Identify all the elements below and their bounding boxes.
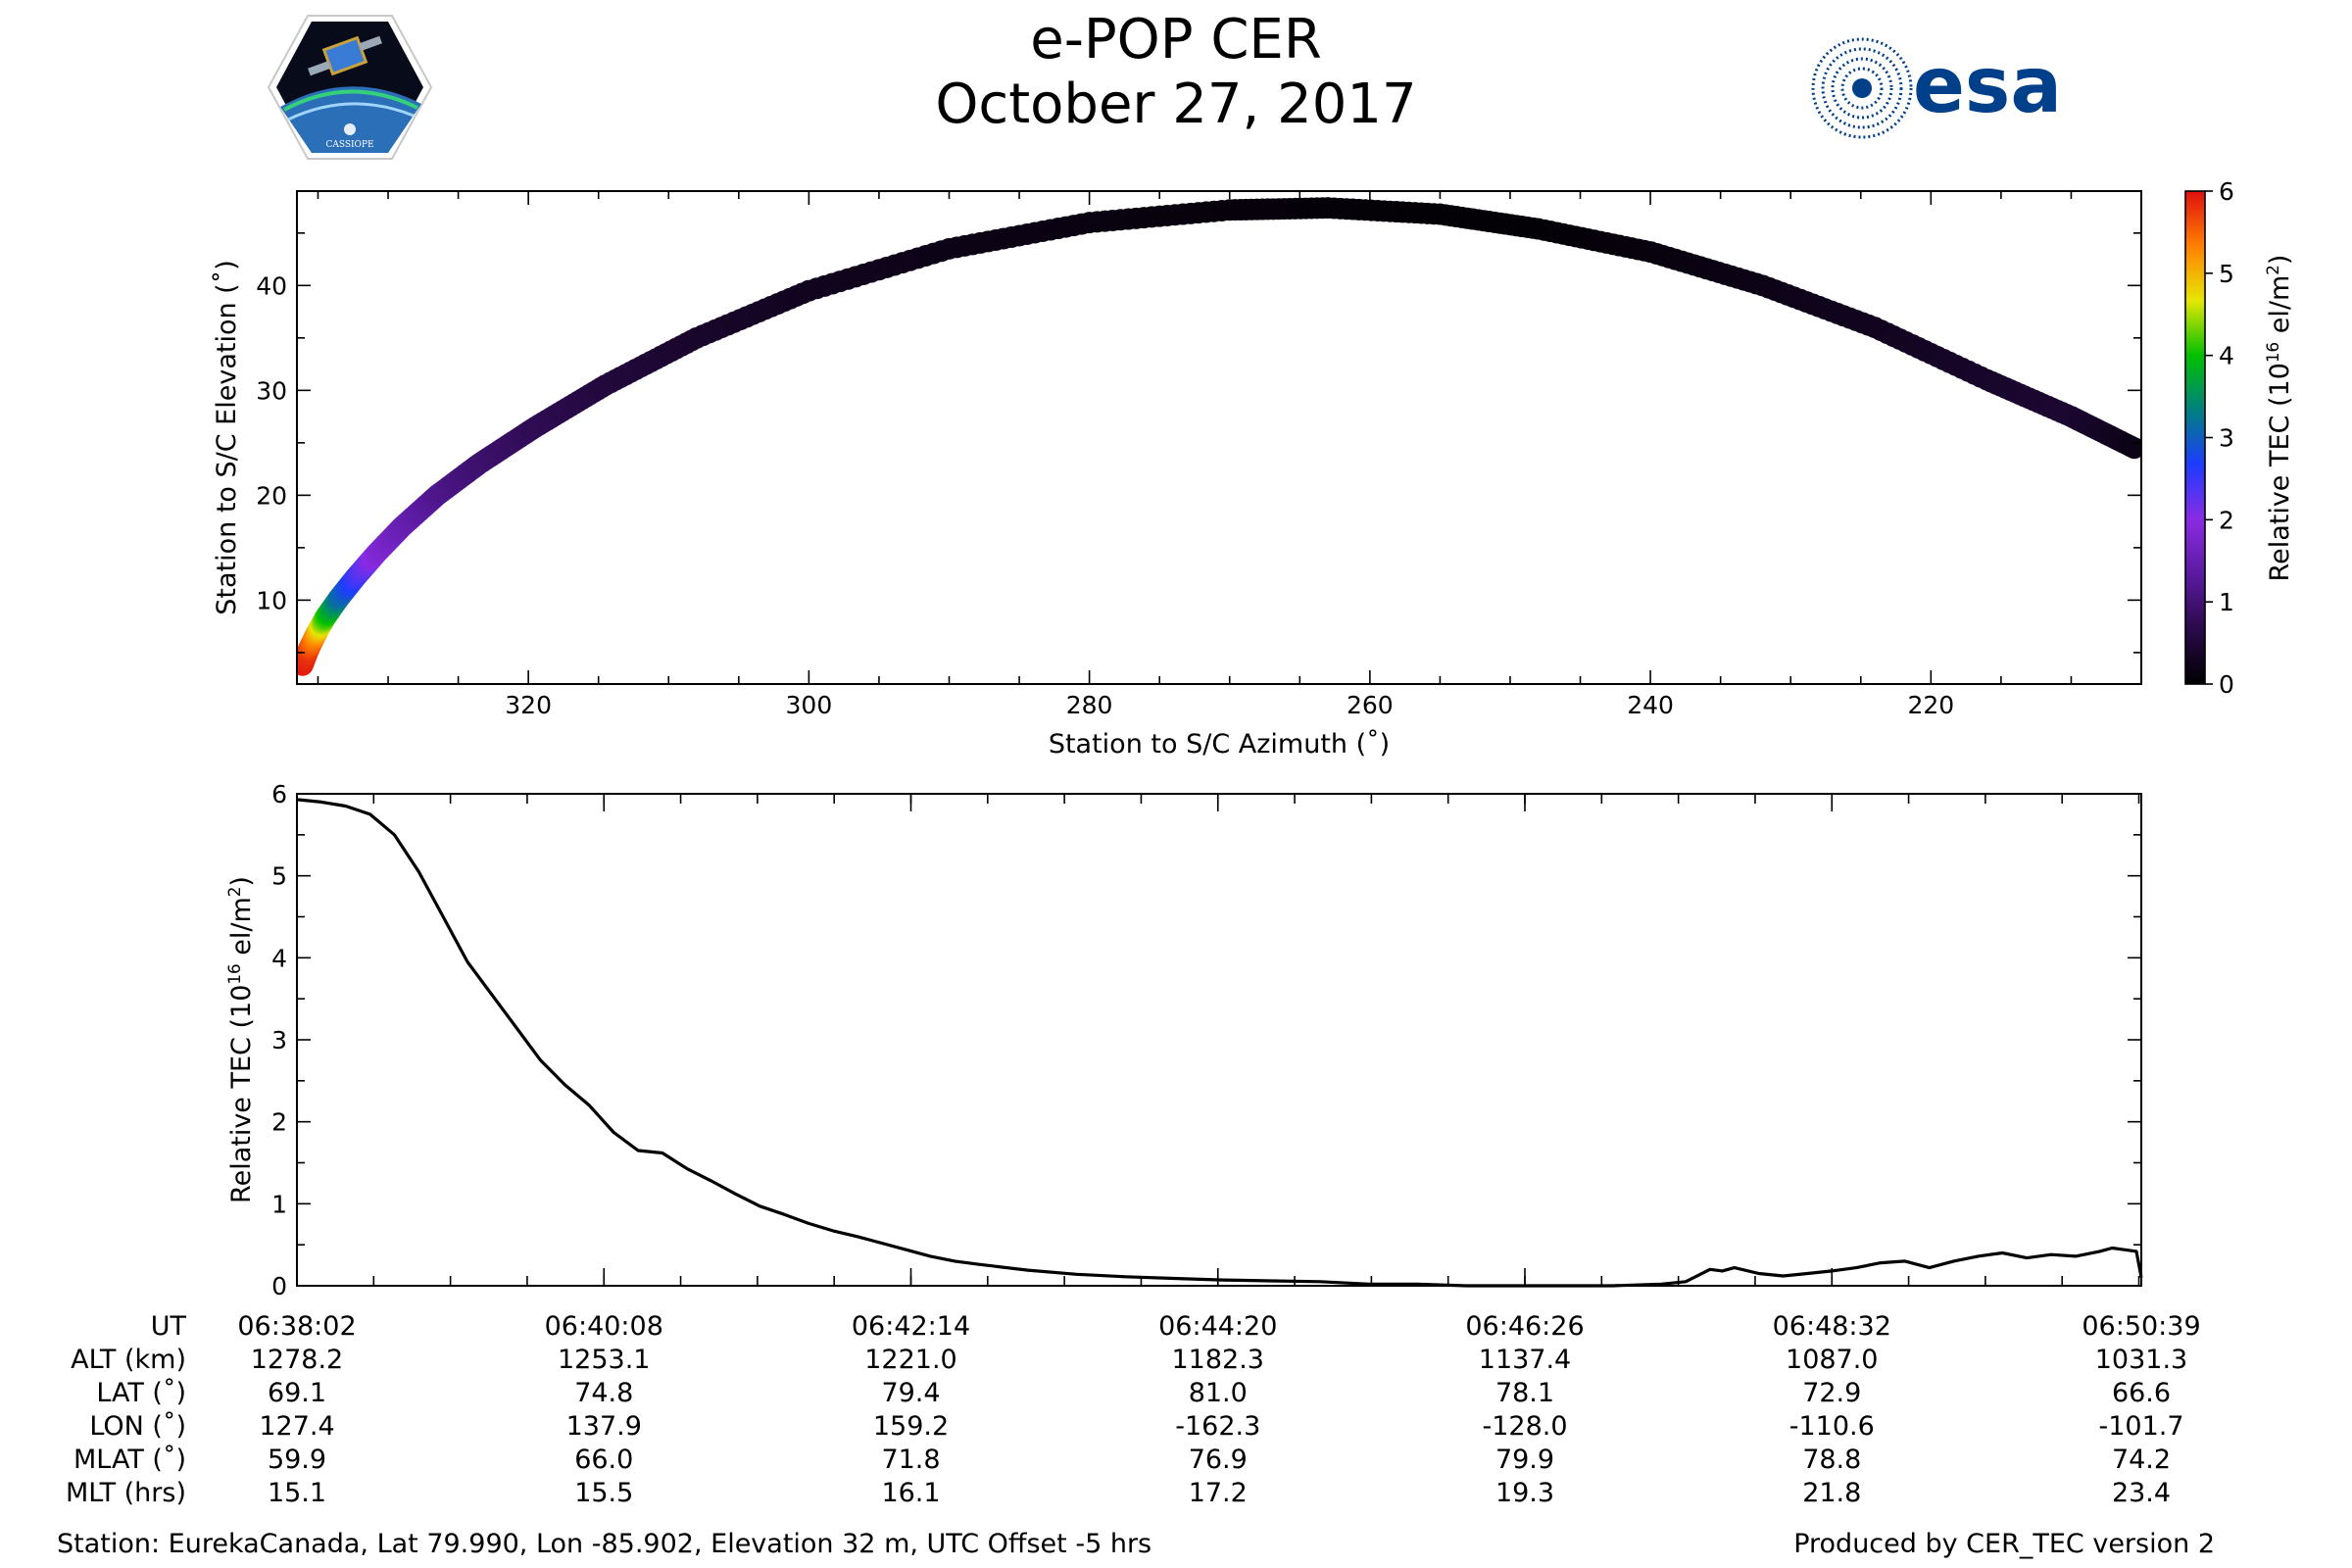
y-tick-label: 40	[256, 271, 287, 300]
y-tick-label: 1	[271, 1190, 287, 1218]
table-row-label: MLT (hrs)	[66, 1478, 186, 1508]
table-cell: 1137.4	[1479, 1345, 1571, 1375]
colorbar-tick-label: 1	[2219, 588, 2234, 616]
table-cell: 74.2	[2112, 1445, 2171, 1475]
cassiope-logo-text: CASSIOPE	[325, 140, 373, 150]
table-cell: 1031.3	[2095, 1345, 2187, 1375]
table-cell: 127.4	[259, 1411, 334, 1442]
table-row-label: ALT (km)	[71, 1345, 186, 1375]
table-cell: 21.8	[1802, 1478, 1861, 1508]
bottom-plot-frame	[296, 793, 2142, 1287]
table-cell: 159.2	[873, 1411, 949, 1442]
table-cell: 06:40:08	[545, 1311, 663, 1342]
cassiope-mission-logo: CASSIOPE	[267, 15, 433, 160]
tec-timeseries-plot: 0 1 2 3 4 5 6 Relative TEC (1016 el/m2)	[224, 780, 2143, 1300]
track-layer	[297, 197, 2141, 676]
colorbar-gradient	[2184, 190, 2206, 685]
table-cell: 66.6	[2112, 1378, 2171, 1408]
table-cell: 19.3	[1495, 1478, 1554, 1508]
top-plot-frame	[296, 190, 2142, 685]
table-cell: 06:42:14	[852, 1311, 970, 1342]
table-cell: 06:46:26	[1465, 1311, 1584, 1342]
colorbar-tick-label: 2	[2219, 506, 2234, 534]
esa-logo: esa	[1811, 37, 2062, 139]
table-cell: 76.9	[1189, 1445, 1248, 1475]
table-cell: 06:38:02	[237, 1311, 356, 1342]
colorbar-label: Relative TEC (1016 el/m2)	[2263, 255, 2295, 582]
y-tick-label: 20	[256, 481, 287, 510]
table-cell: 81.0	[1189, 1378, 1248, 1408]
y-tick-label: 10	[256, 586, 287, 614]
title-text: e-POP CER	[1030, 8, 1322, 72]
tec-series-line	[296, 798, 2143, 1288]
table-cell: 137.9	[566, 1411, 642, 1442]
x-tick-label: 260	[1347, 691, 1394, 719]
colorbar-tick-label: 0	[2219, 670, 2234, 699]
y-axis-label: Station to S/C Elevation (˚)	[212, 260, 242, 615]
table-cell: -101.7	[2098, 1411, 2183, 1442]
x-tick-label: 280	[1066, 691, 1113, 719]
table-row-label: LAT (˚)	[96, 1378, 186, 1408]
y-tick-label: 6	[271, 780, 287, 808]
colorbar-tick-label: 6	[2219, 177, 2234, 206]
table-cell: 66.0	[574, 1445, 633, 1475]
date-text: October 27, 2017	[935, 73, 1417, 136]
producer-info: Produced by CER_TEC version 2	[1793, 1529, 2215, 1559]
figure-title: e-POP CER October 27, 2017	[686, 8, 1666, 137]
table-cell: -110.6	[1789, 1411, 1875, 1442]
table-cell: 06:50:39	[2082, 1311, 2200, 1342]
y-tick-label: 2	[271, 1108, 287, 1137]
table-cell: 15.5	[574, 1478, 633, 1508]
table-cell: 16.1	[881, 1478, 940, 1508]
table-cell: 69.1	[268, 1378, 326, 1408]
colorbar-tick-label: 5	[2219, 260, 2234, 288]
table-cell: 79.4	[881, 1378, 940, 1408]
x-tick-label: 220	[1907, 691, 1954, 719]
table-cell: 78.8	[1802, 1445, 1861, 1475]
table-cell: 1087.0	[1786, 1345, 1878, 1375]
table-cell: 79.9	[1495, 1445, 1554, 1475]
y-tick-label: 3	[271, 1026, 287, 1054]
table-cell: 78.1	[1495, 1378, 1554, 1408]
station-info: Station: EurekaCanada, Lat 79.990, Lon -…	[57, 1529, 1152, 1559]
table-cell: 72.9	[1802, 1378, 1861, 1408]
x-axis-label: Station to S/C Azimuth (˚)	[1049, 729, 1390, 760]
y-tick-label: 0	[271, 1272, 287, 1300]
table-cell: 1278.2	[251, 1345, 343, 1375]
table-cell: 74.8	[574, 1378, 633, 1408]
table-cell: -162.3	[1175, 1411, 1260, 1442]
table-cell: 15.1	[268, 1478, 326, 1508]
table-cell: 06:48:32	[1773, 1311, 1891, 1342]
table-cell: 17.2	[1189, 1478, 1248, 1508]
table-row-label: UT	[151, 1311, 187, 1342]
y-tick-label: 4	[271, 944, 287, 972]
table-cell: 06:44:20	[1158, 1311, 1277, 1342]
table-cell: 1221.0	[864, 1345, 956, 1375]
table-cell: 59.9	[268, 1445, 326, 1475]
colorbar-tick-label: 3	[2219, 424, 2234, 453]
tec-colorbar: 0 1 2 3 4 5 6 Relative TEC (1016 el/m2)	[2184, 177, 2295, 699]
y-axis-label: Relative TEC (1016 el/m2)	[224, 876, 257, 1203]
table-cell: 71.8	[881, 1445, 940, 1475]
table-cell: 1182.3	[1172, 1345, 1264, 1375]
y-tick-label: 5	[271, 862, 287, 891]
table-cell: 1253.1	[558, 1345, 650, 1375]
x-tick-label: 240	[1627, 691, 1674, 719]
table-row-label: MLAT (˚)	[74, 1445, 186, 1475]
x-tick-label: 300	[786, 691, 833, 719]
esa-logo-text: esa	[1913, 42, 2062, 130]
y-tick-label: 30	[256, 376, 287, 405]
colorbar-tick-label: 4	[2219, 342, 2234, 370]
table-cell: 23.4	[2112, 1478, 2171, 1508]
table-cell: -128.0	[1482, 1411, 1567, 1442]
azimuth-elevation-plot: 320 300 280 260 240 220 10 20 30 40 Station to S/C…	[212, 190, 2142, 760]
table-row-label: LON (˚)	[89, 1411, 186, 1442]
x-tick-label: 320	[505, 691, 552, 719]
